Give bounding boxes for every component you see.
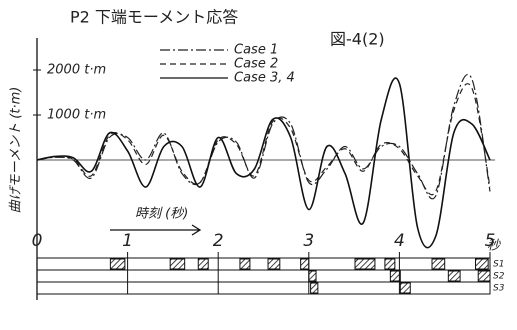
status-row	[37, 282, 490, 294]
y-tick-label: 1000 t·m	[47, 108, 106, 123]
status-interval	[110, 259, 124, 269]
status-label: S1	[493, 260, 504, 270]
series-line	[37, 78, 490, 248]
y-tick-label: 2000 t·m	[47, 63, 106, 78]
chart-title: P2 下端モーメント応答	[70, 8, 238, 27]
status-interval	[309, 271, 316, 281]
status-interval	[198, 259, 208, 269]
status-interval	[170, 259, 184, 269]
x-tick-label: 5	[485, 231, 496, 251]
x-tick-label: 1	[122, 231, 133, 251]
status-interval	[478, 271, 490, 281]
status-label: S3	[493, 284, 505, 294]
status-interval	[390, 271, 400, 281]
status-interval	[400, 283, 410, 293]
status-interval	[432, 259, 445, 269]
series-line	[37, 74, 490, 198]
status-row	[37, 258, 490, 270]
status-interval	[311, 283, 318, 293]
status-interval	[476, 259, 489, 269]
status-interval	[301, 259, 309, 269]
figure-label: 図-4(2)	[330, 30, 385, 49]
legend-label: Case 3, 4	[234, 71, 295, 86]
status-interval	[355, 259, 375, 269]
chart: P2 下端モーメント応答 図-4(2) 曲げモーメント (t·m) 時刻 (秒)…	[0, 0, 517, 330]
status-interval	[240, 259, 250, 269]
x-tick-label: 4	[394, 231, 405, 251]
legend-label: Case 2	[234, 57, 278, 72]
x-tick-label: 0	[32, 231, 43, 251]
y-axis-label: 曲げモーメント (t·m)	[9, 87, 24, 214]
x-tick-label: 2	[213, 231, 224, 251]
legend-label: Case 1	[234, 43, 278, 58]
status-interval	[385, 259, 395, 269]
status-label: S2	[493, 272, 505, 282]
status-interval	[268, 259, 280, 269]
status-interval	[448, 271, 460, 281]
status-row	[37, 270, 490, 282]
x-tick-label: 3	[303, 231, 314, 251]
x-axis-label: 時刻 (秒)	[135, 207, 188, 222]
